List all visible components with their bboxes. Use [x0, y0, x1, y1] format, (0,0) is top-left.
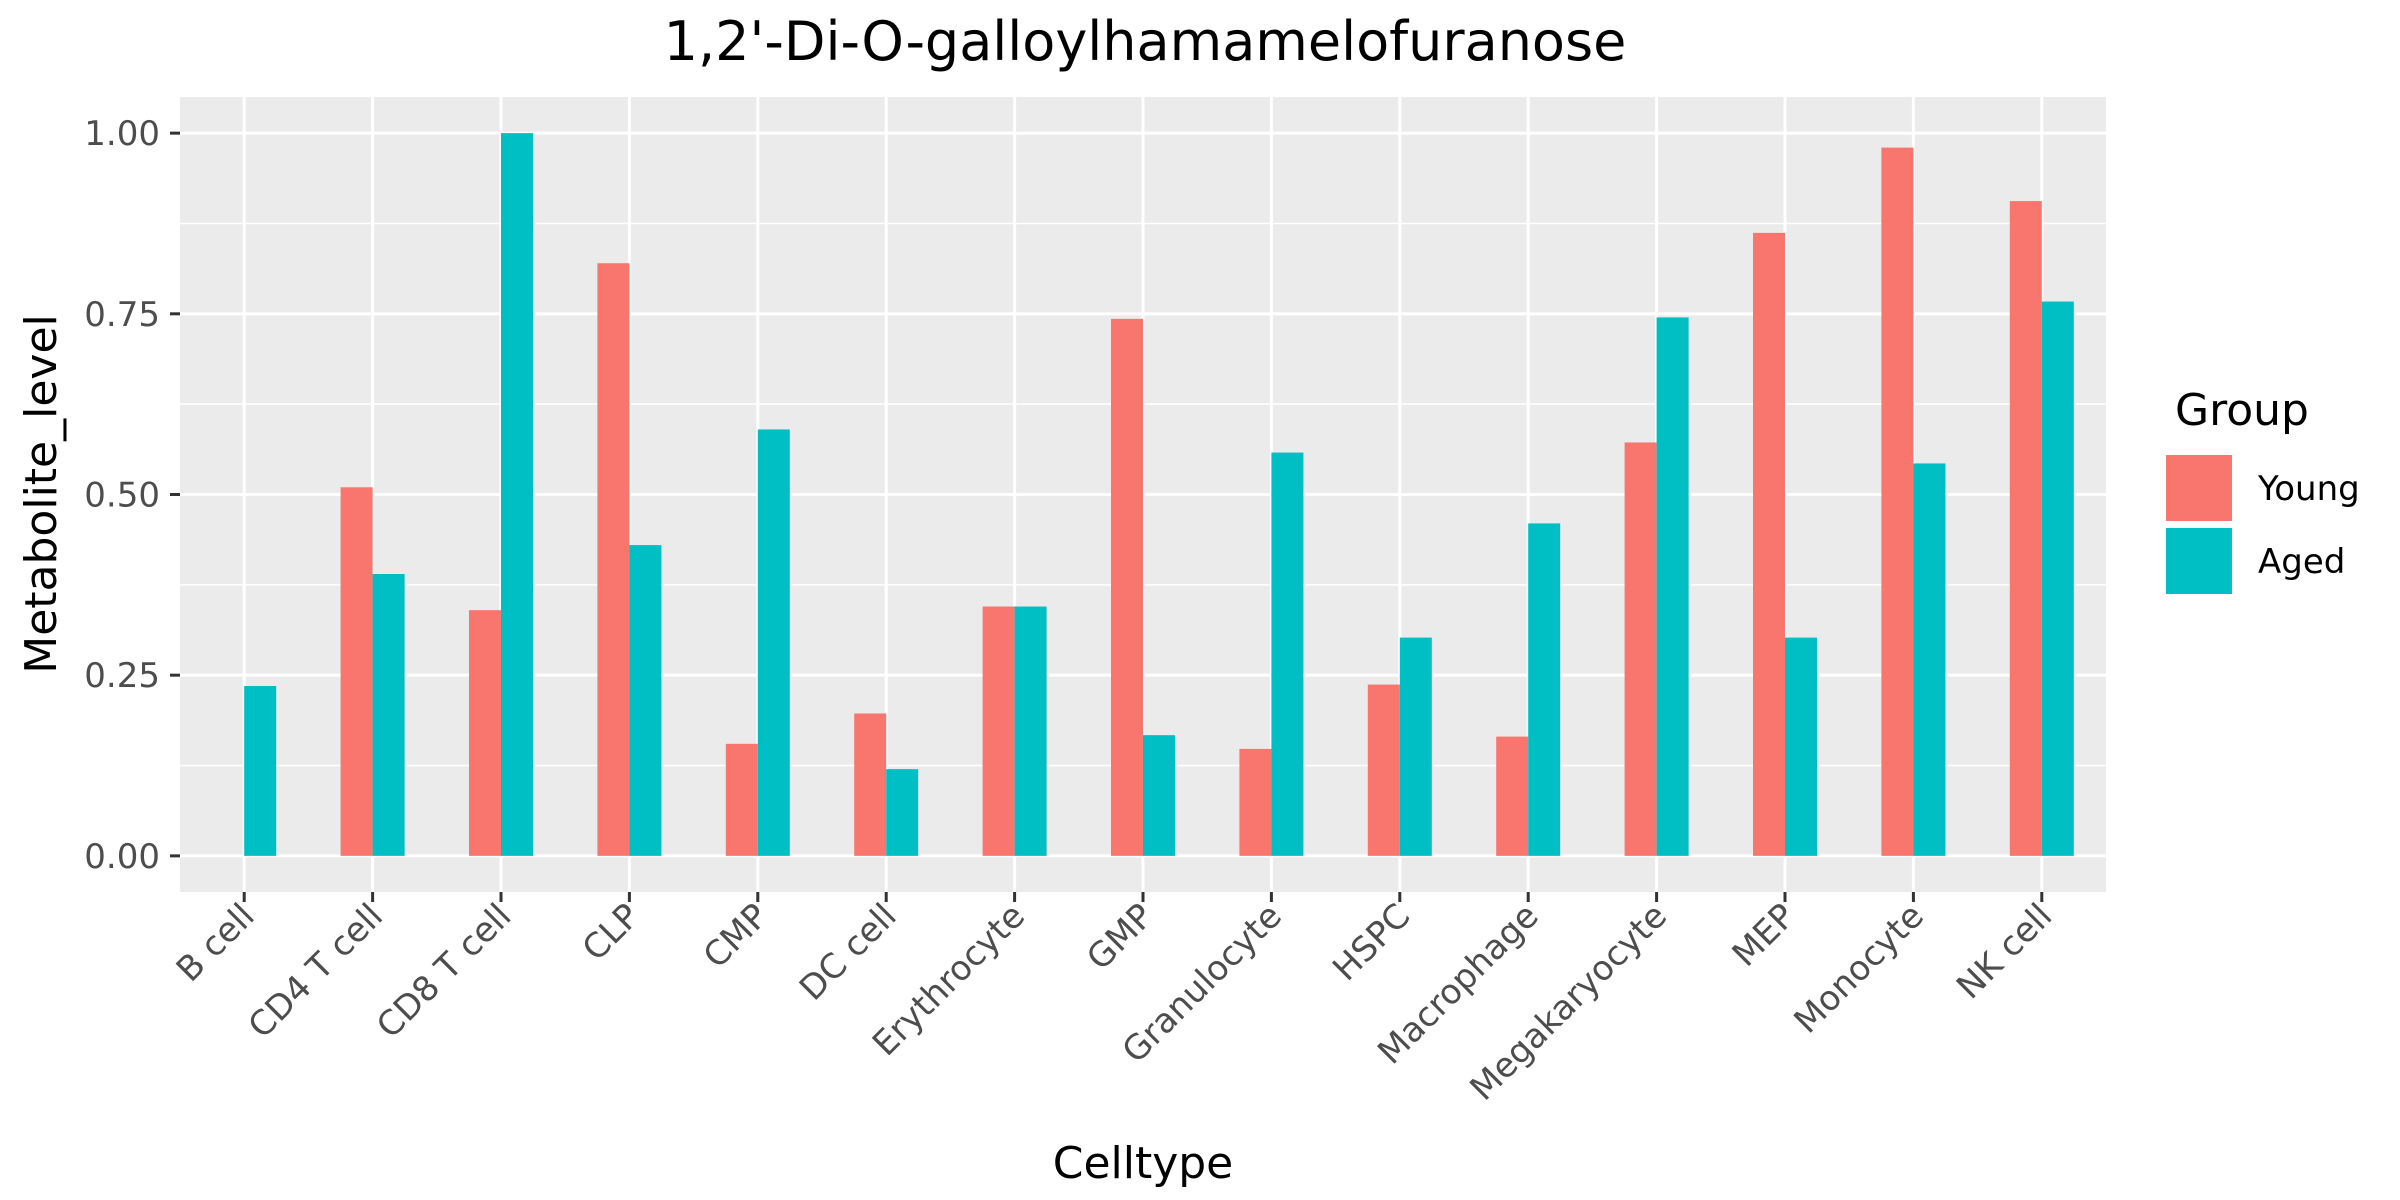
- bar-aged-mep: [1785, 637, 1817, 856]
- bar-aged-cmp: [757, 429, 790, 856]
- x-tick-label: CMP: [696, 896, 776, 976]
- bar-aged-erythrocyte: [1014, 606, 1047, 856]
- bar-aged-nk-cell: [2041, 301, 2074, 856]
- legend-title: Group: [2175, 385, 2309, 436]
- bar-aged-cd4-t-cell: [372, 574, 405, 856]
- x-tick-label: DC cell: [792, 896, 905, 1009]
- bar-young-nk-cell: [2009, 201, 2042, 856]
- x-axis-title: Celltype: [1053, 1138, 1234, 1189]
- bar-aged-b-cell: [244, 686, 277, 856]
- y-tick-label: 0.75: [84, 295, 160, 335]
- bars: [244, 133, 2074, 856]
- legend-key-aged: [2166, 528, 2232, 594]
- bar-aged-dc-cell: [886, 769, 919, 856]
- x-tick-label: MEP: [1725, 896, 1804, 975]
- y-tick-label: 0.25: [84, 656, 160, 696]
- bar-young-mep: [1753, 232, 1785, 856]
- x-tick-label: NK cell: [1949, 896, 2060, 1007]
- x-tick-label: Monocyte: [1786, 896, 1931, 1041]
- legend-label-aged: Aged: [2258, 542, 2345, 582]
- x-tick-label: GMP: [1079, 896, 1161, 978]
- bar-aged-megakaryocyte: [1656, 317, 1689, 856]
- bar-young-macrophage: [1496, 736, 1529, 856]
- bar-young-hspc: [1367, 684, 1400, 856]
- chart-title: 1,2'-Di-O-galloylhamamelofuranose: [664, 10, 1627, 73]
- bar-aged-granulocyte: [1271, 452, 1304, 856]
- y-axis: 0.00 0.25 0.50 0.75 1.00: [84, 114, 180, 877]
- bar-young-gmp: [1111, 318, 1143, 856]
- bar-aged-hspc: [1399, 637, 1432, 856]
- bar-aged-gmp: [1143, 735, 1175, 856]
- bar-young-dc-cell: [854, 713, 887, 856]
- y-tick-label: 0.50: [84, 476, 160, 516]
- bar-aged-cd8-t-cell: [501, 133, 533, 856]
- bar-aged-monocyte: [1913, 463, 1946, 856]
- legend-label-young: Young: [2257, 469, 2360, 509]
- y-tick-label: 0.00: [84, 837, 160, 877]
- bar-young-clp: [597, 263, 630, 856]
- x-tick-label: CD4 T cell: [241, 896, 391, 1046]
- y-tick-label: 1.00: [84, 114, 160, 154]
- bar-aged-clp: [629, 545, 662, 856]
- y-axis-title: Metabolite_level: [16, 314, 67, 674]
- bar-young-granulocyte: [1239, 748, 1272, 856]
- bar-young-cd4-t-cell: [340, 487, 373, 856]
- bar-young-cd8-t-cell: [469, 610, 501, 856]
- x-tick-label: B cell: [169, 896, 263, 990]
- legend-key-young: [2166, 455, 2232, 521]
- x-tick-label: HSPC: [1325, 896, 1418, 989]
- legend: Group Young Aged: [2166, 385, 2360, 594]
- bar-young-erythrocyte: [982, 606, 1015, 856]
- bar-young-monocyte: [1881, 147, 1914, 856]
- bar-young-cmp: [725, 743, 758, 856]
- x-tick-label: CD8 T cell: [369, 896, 519, 1046]
- bar-young-megakaryocyte: [1624, 442, 1657, 856]
- bar-aged-macrophage: [1528, 523, 1561, 856]
- x-tick-label: CLP: [575, 896, 648, 969]
